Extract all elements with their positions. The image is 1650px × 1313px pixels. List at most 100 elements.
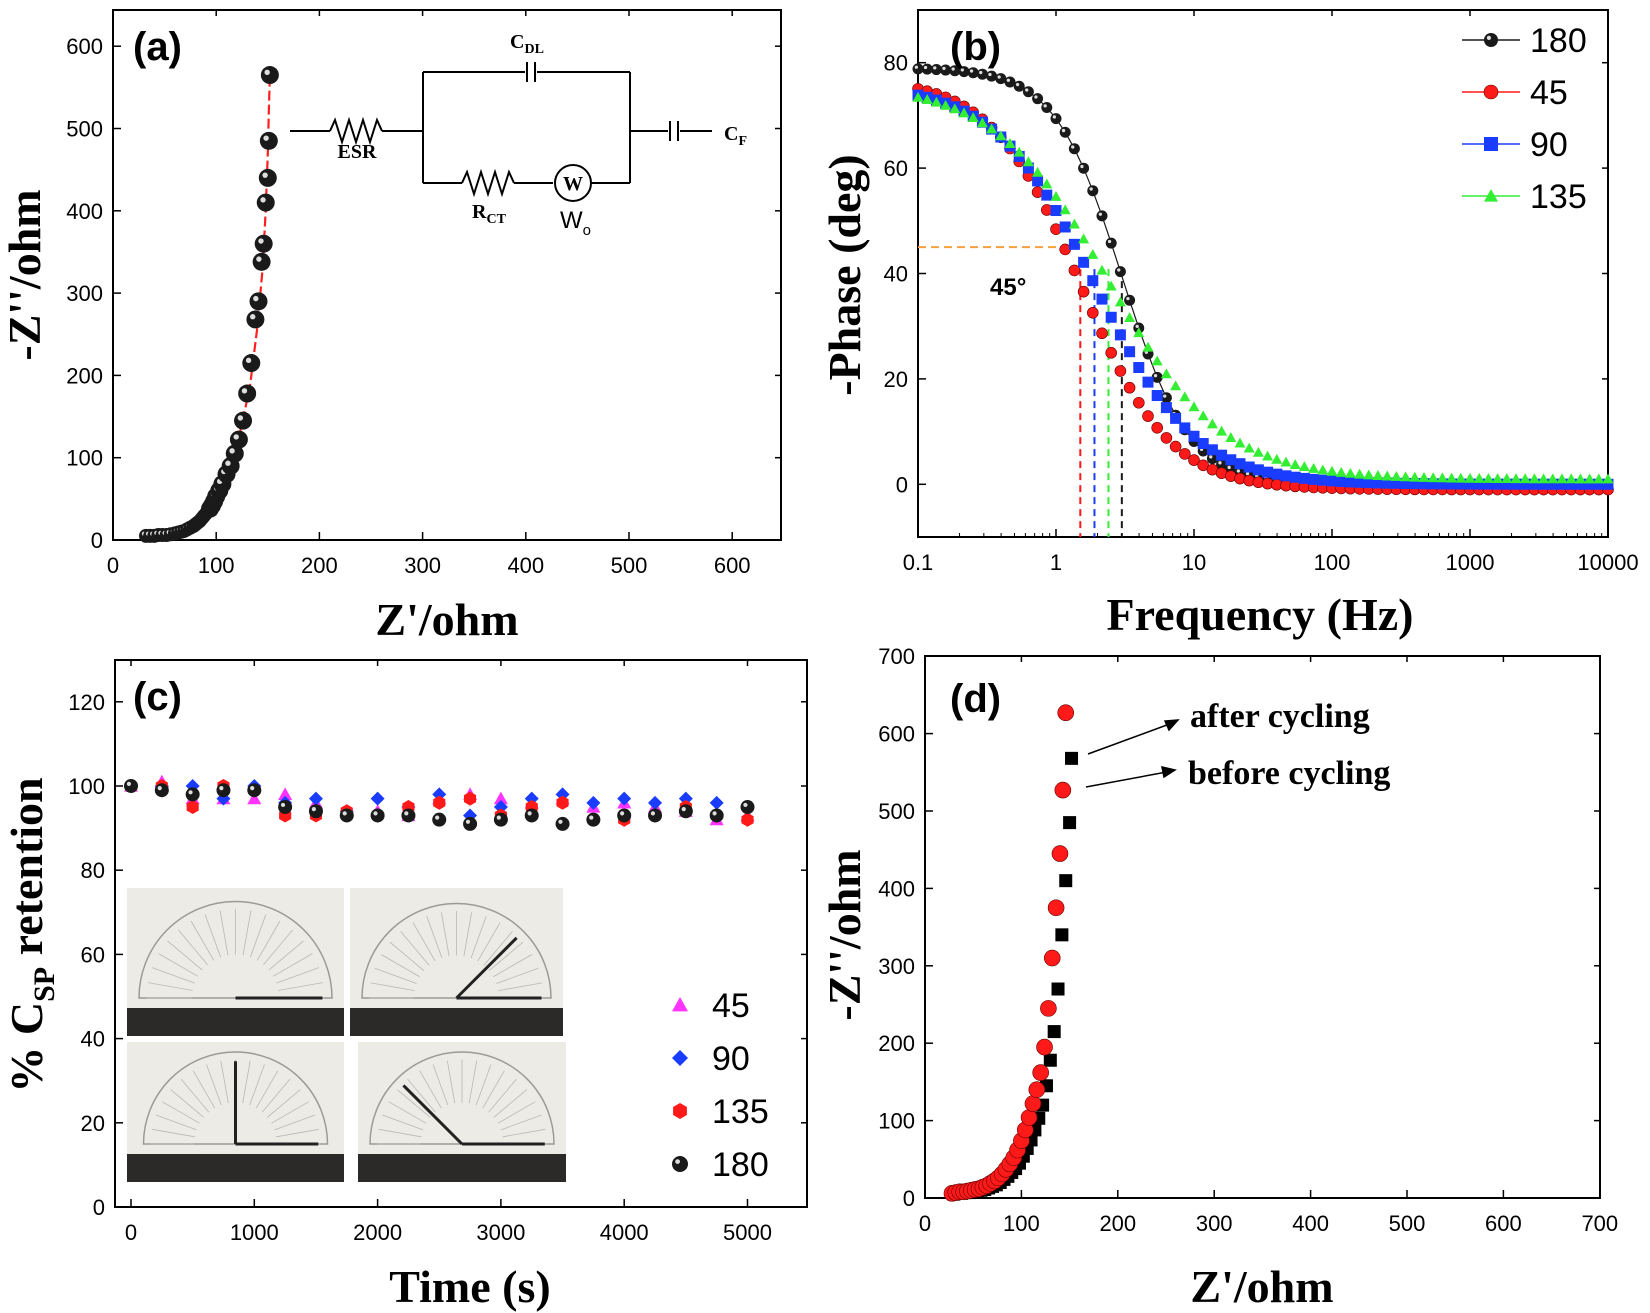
c-point-135 [556, 795, 569, 810]
d-point-after [1032, 1064, 1049, 1081]
b-legend-marker [1484, 137, 1498, 151]
c-point-180-shine [342, 811, 347, 816]
wo-label: Wo [560, 207, 591, 239]
b-point-135 [1133, 327, 1145, 338]
d-point-after [1024, 1095, 1042, 1112]
c-y-tick-label: 80 [81, 858, 105, 883]
b-point-90 [1335, 475, 1347, 487]
b-y-axis-label: -Phase (deg) [819, 154, 870, 395]
c-y-tick-label: 20 [81, 1111, 105, 1136]
a-point [229, 430, 248, 449]
b-point-135 [1059, 204, 1071, 215]
b-legend-marker [1483, 84, 1499, 100]
b-point-45 [1142, 410, 1154, 422]
wo-sub: o [583, 222, 591, 239]
b-axis-ticks: 0.1 1 10 100 1000 10000 0 20 40 60 80 [884, 10, 1639, 575]
protractor-line [272, 953, 313, 977]
protractor-line [497, 1101, 536, 1124]
b-point-90 [1234, 458, 1246, 470]
b-point-135 [1105, 280, 1117, 291]
protractor-line [502, 1128, 546, 1138]
protractor-line [161, 1101, 200, 1124]
b-point-180-shine [1107, 239, 1112, 244]
a-y-tick-label: 400 [66, 199, 103, 224]
a-point-body [256, 193, 275, 212]
panel-d: 0 100 200 300 400 500 600 700 0 100 200 300 400 500 60… [819, 644, 1618, 1312]
ruler [350, 1008, 563, 1036]
b-point-180 [1160, 392, 1172, 404]
a-point-body [229, 430, 248, 449]
b-point-180-shine [1052, 115, 1056, 119]
c-point-180-shine [465, 819, 471, 824]
a-point-body [258, 168, 277, 187]
d-point-after [1020, 1109, 1038, 1126]
c-point-180-shine [712, 811, 717, 816]
c-point-180-body [617, 808, 632, 823]
b-point-135 [986, 123, 998, 134]
protractor-line [268, 940, 304, 971]
c-point-180 [678, 804, 693, 819]
d-y-tick-label: 600 [878, 722, 915, 747]
d-x-tick-label: 700 [1581, 1211, 1618, 1236]
b-point-180 [1032, 93, 1044, 105]
plot-frame-a [112, 9, 782, 541]
b-point-135 [1436, 472, 1448, 483]
b-point-90 [1068, 238, 1080, 250]
b-point-135 [1087, 248, 1099, 259]
protractor-line [190, 920, 215, 961]
protractor-line [151, 967, 195, 984]
a-point-body [234, 411, 253, 430]
b-point-135 [967, 112, 979, 122]
d-point-before [1063, 816, 1077, 830]
b-point-135 [1473, 472, 1485, 483]
b-point-90 [1565, 478, 1577, 490]
d-y-tick-label: 0 [903, 1186, 915, 1211]
b-point-135 [1142, 341, 1154, 352]
b-point-135 [940, 99, 952, 110]
protractor-line [242, 1060, 251, 1104]
a-y-tick-label: 600 [66, 34, 103, 59]
b-point-180-shine [969, 69, 974, 73]
a-point-shine [233, 434, 239, 440]
b-point-180-shine [1034, 95, 1038, 99]
c-point-180 [463, 816, 478, 831]
cdl-label: CDL [510, 31, 544, 57]
rct-resistor [461, 168, 515, 198]
b-point-135 [1206, 418, 1218, 429]
d-x-tick-label: 0 [919, 1211, 931, 1236]
b-point-180-shine [942, 66, 946, 71]
b-point-90 [1298, 472, 1310, 484]
b-point-180-body [1087, 185, 1099, 197]
c-ylabel-rest: retention [1, 777, 52, 967]
c-x-tick-label: 4000 [600, 1220, 649, 1245]
c-point-180-shine [681, 807, 686, 812]
protractor-line [407, 1078, 436, 1113]
b-point-90 [1372, 477, 1384, 489]
protractor-line [242, 910, 252, 956]
b-point-135 [1602, 473, 1614, 484]
a-point [258, 168, 277, 187]
panel-label-c: (c) [133, 675, 182, 719]
a-fit-line [143, 74, 271, 538]
b-point-180-shine [1126, 296, 1130, 301]
protractor-line [249, 914, 267, 958]
panel-label-a: (a) [133, 25, 182, 69]
b-point-180-shine [988, 72, 992, 77]
c-legend-marker [672, 997, 688, 1012]
b-legend-marker-shine [1486, 35, 1491, 41]
c-point-45 [493, 791, 508, 805]
b-point-135 [1243, 442, 1255, 453]
b-point-135 [1400, 471, 1412, 482]
a-point-shine [263, 135, 269, 141]
b-point-180-shine [1227, 465, 1231, 470]
a-y-tick-label: 500 [66, 117, 103, 142]
b-legend-label: 180 [1530, 22, 1587, 60]
b-point-180 [1068, 143, 1080, 155]
b-point-135 [1298, 461, 1310, 472]
b-point-90 [1032, 175, 1044, 187]
b-point-90 [1041, 189, 1053, 201]
a-point-body [254, 234, 273, 253]
d-y-tick-label: 300 [878, 954, 915, 979]
angle-45-annotation: 45° [990, 274, 1026, 301]
b-guide-lines [918, 246, 1123, 537]
